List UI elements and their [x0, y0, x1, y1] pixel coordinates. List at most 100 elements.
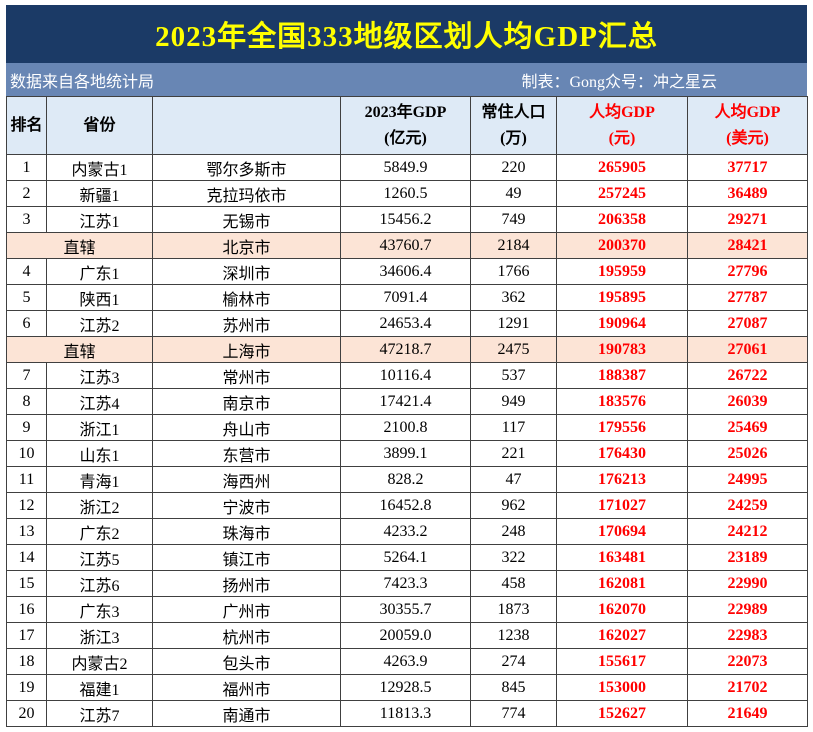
table-row: 7 江苏3 常州市 10116.4 537 188387 26722	[6, 362, 808, 389]
gdp-per-capita-cny-cell: 179556	[556, 414, 688, 441]
rank-cell: 9	[6, 414, 47, 441]
gdp-cell: 11813.3	[340, 700, 471, 727]
province-cell: 新疆1	[46, 180, 153, 207]
table-row: 11 青海1 海西州 828.2 47 176213 24995	[6, 466, 808, 493]
gdp-per-capita-usd-cell: 22990	[687, 570, 808, 597]
table-row: 16 广东3 广州市 30355.7 1873 162070 22989	[6, 596, 808, 623]
table-row: 12 浙江2 宁波市 16452.8 962 171027 24259	[6, 492, 808, 519]
gdp-per-capita-cny-cell: 153000	[556, 674, 688, 701]
gdp-cell: 1260.5	[340, 180, 471, 207]
population-cell: 1238	[470, 622, 557, 649]
province-cell: 江苏6	[46, 570, 153, 597]
gdp-per-capita-usd-cell: 22073	[687, 648, 808, 675]
table-row: 17 浙江3 杭州市 20059.0 1238 162027 22983	[6, 622, 808, 649]
table-row: 8 江苏4 南京市 17421.4 949 183576 26039	[6, 388, 808, 415]
table-row: 13 广东2 珠海市 4233.2 248 170694 24212	[6, 518, 808, 545]
table-row: 20 江苏7 南通市 11813.3 774 152627 21649	[6, 700, 808, 727]
city-cell: 鄂尔多斯市	[152, 154, 341, 181]
gdp-per-capita-cny-cell: 257245	[556, 180, 688, 207]
table-row-direct: 直辖 上海市 47218.7 2475 190783 27061	[6, 336, 808, 363]
rank-province-cell: 直辖	[6, 232, 153, 259]
province-cell: 山东1	[46, 440, 153, 467]
header-gdp-per-capita-usd: 人均GDP (美元)	[687, 96, 808, 155]
gdp-cell: 34606.4	[340, 258, 471, 285]
credit-note: 制表：Gong众号：冲之星云	[521, 73, 717, 91]
province-cell: 江苏7	[46, 700, 153, 727]
gdp-per-capita-usd-cell: 23189	[687, 544, 808, 571]
province-cell: 青海1	[46, 466, 153, 493]
gdp-cell: 10116.4	[340, 362, 471, 389]
city-cell: 扬州市	[152, 570, 341, 597]
gdp-cell: 828.2	[340, 466, 471, 493]
table-row: 10 山东1 东营市 3899.1 221 176430 25026	[6, 440, 808, 467]
rank-cell: 4	[6, 258, 47, 285]
gdp-per-capita-usd-cell: 27061	[687, 336, 808, 363]
city-cell: 镇江市	[152, 544, 341, 571]
table-row: 15 江苏6 扬州市 7423.3 458 162081 22990	[6, 570, 808, 597]
rank-cell: 16	[6, 596, 47, 623]
population-cell: 749	[470, 206, 557, 233]
gdp-cell: 4263.9	[340, 648, 471, 675]
gdp-cell: 7423.3	[340, 570, 471, 597]
table-row: 9 浙江1 舟山市 2100.8 117 179556 25469	[6, 414, 808, 441]
header-gdp: 2023年GDP (亿元)	[340, 96, 471, 155]
population-cell: 1291	[470, 310, 557, 337]
province-cell: 陕西1	[46, 284, 153, 311]
header-city	[152, 96, 341, 155]
gdp-per-capita-cny-cell: 195959	[556, 258, 688, 285]
population-cell: 537	[470, 362, 557, 389]
city-cell: 苏州市	[152, 310, 341, 337]
rank-cell: 6	[6, 310, 47, 337]
city-cell: 无锡市	[152, 206, 341, 233]
city-cell: 广州市	[152, 596, 341, 623]
rank-cell: 3	[6, 206, 47, 233]
population-cell: 47	[470, 466, 557, 493]
city-cell: 北京市	[152, 232, 341, 259]
gdp-per-capita-cny-cell: 170694	[556, 518, 688, 545]
header-rank: 排名	[6, 96, 47, 155]
population-cell: 774	[470, 700, 557, 727]
gdp-per-capita-cny-cell: 152627	[556, 700, 688, 727]
population-cell: 2475	[470, 336, 557, 363]
gdp-per-capita-cny-cell: 200370	[556, 232, 688, 259]
gdp-per-capita-cny-cell: 162081	[556, 570, 688, 597]
page-title: 2023年全国333地级区划人均GDP汇总	[6, 5, 807, 63]
province-cell: 江苏4	[46, 388, 153, 415]
rank-cell: 1	[6, 154, 47, 181]
gdp-cell: 12928.5	[340, 674, 471, 701]
header-row: 排名 省份 2023年GDP (亿元) 常住人口 (万) 人均GDP (元) 人…	[6, 96, 808, 155]
gdp-per-capita-cny-cell: 188387	[556, 362, 688, 389]
subtitle-bar: 数据来自各地统计局 制表：Gong众号：冲之星云	[6, 63, 807, 96]
city-cell: 南通市	[152, 700, 341, 727]
population-cell: 1766	[470, 258, 557, 285]
gdp-cell: 5849.9	[340, 154, 471, 181]
gdp-cell: 4233.2	[340, 518, 471, 545]
population-cell: 362	[470, 284, 557, 311]
province-cell: 广东3	[46, 596, 153, 623]
province-cell: 福建1	[46, 674, 153, 701]
header-province: 省份	[46, 96, 153, 155]
rank-cell: 10	[6, 440, 47, 467]
gdp-per-capita-usd-cell: 24259	[687, 492, 808, 519]
population-cell: 248	[470, 518, 557, 545]
gdp-per-capita-usd-cell: 28421	[687, 232, 808, 259]
table-row: 5 陕西1 榆林市 7091.4 362 195895 27787	[6, 284, 808, 311]
gdp-per-capita-usd-cell: 25469	[687, 414, 808, 441]
gdp-per-capita-cny-cell: 163481	[556, 544, 688, 571]
city-cell: 福州市	[152, 674, 341, 701]
gdp-cell: 5264.1	[340, 544, 471, 571]
rank-cell: 2	[6, 180, 47, 207]
city-cell: 舟山市	[152, 414, 341, 441]
province-cell: 江苏5	[46, 544, 153, 571]
header-gdp-line1: 2023年GDP	[364, 103, 447, 121]
province-cell: 浙江1	[46, 414, 153, 441]
gdp-per-capita-cny-cell: 195895	[556, 284, 688, 311]
rank-cell: 5	[6, 284, 47, 311]
gdp-cell: 47218.7	[340, 336, 471, 363]
data-source-note: 数据来自各地统计局	[10, 73, 155, 91]
city-cell: 南京市	[152, 388, 341, 415]
header-gdp-line2: (亿元)	[384, 129, 427, 147]
province-cell: 广东1	[46, 258, 153, 285]
table-row: 2 新疆1 克拉玛依市 1260.5 49 257245 36489	[6, 180, 808, 207]
